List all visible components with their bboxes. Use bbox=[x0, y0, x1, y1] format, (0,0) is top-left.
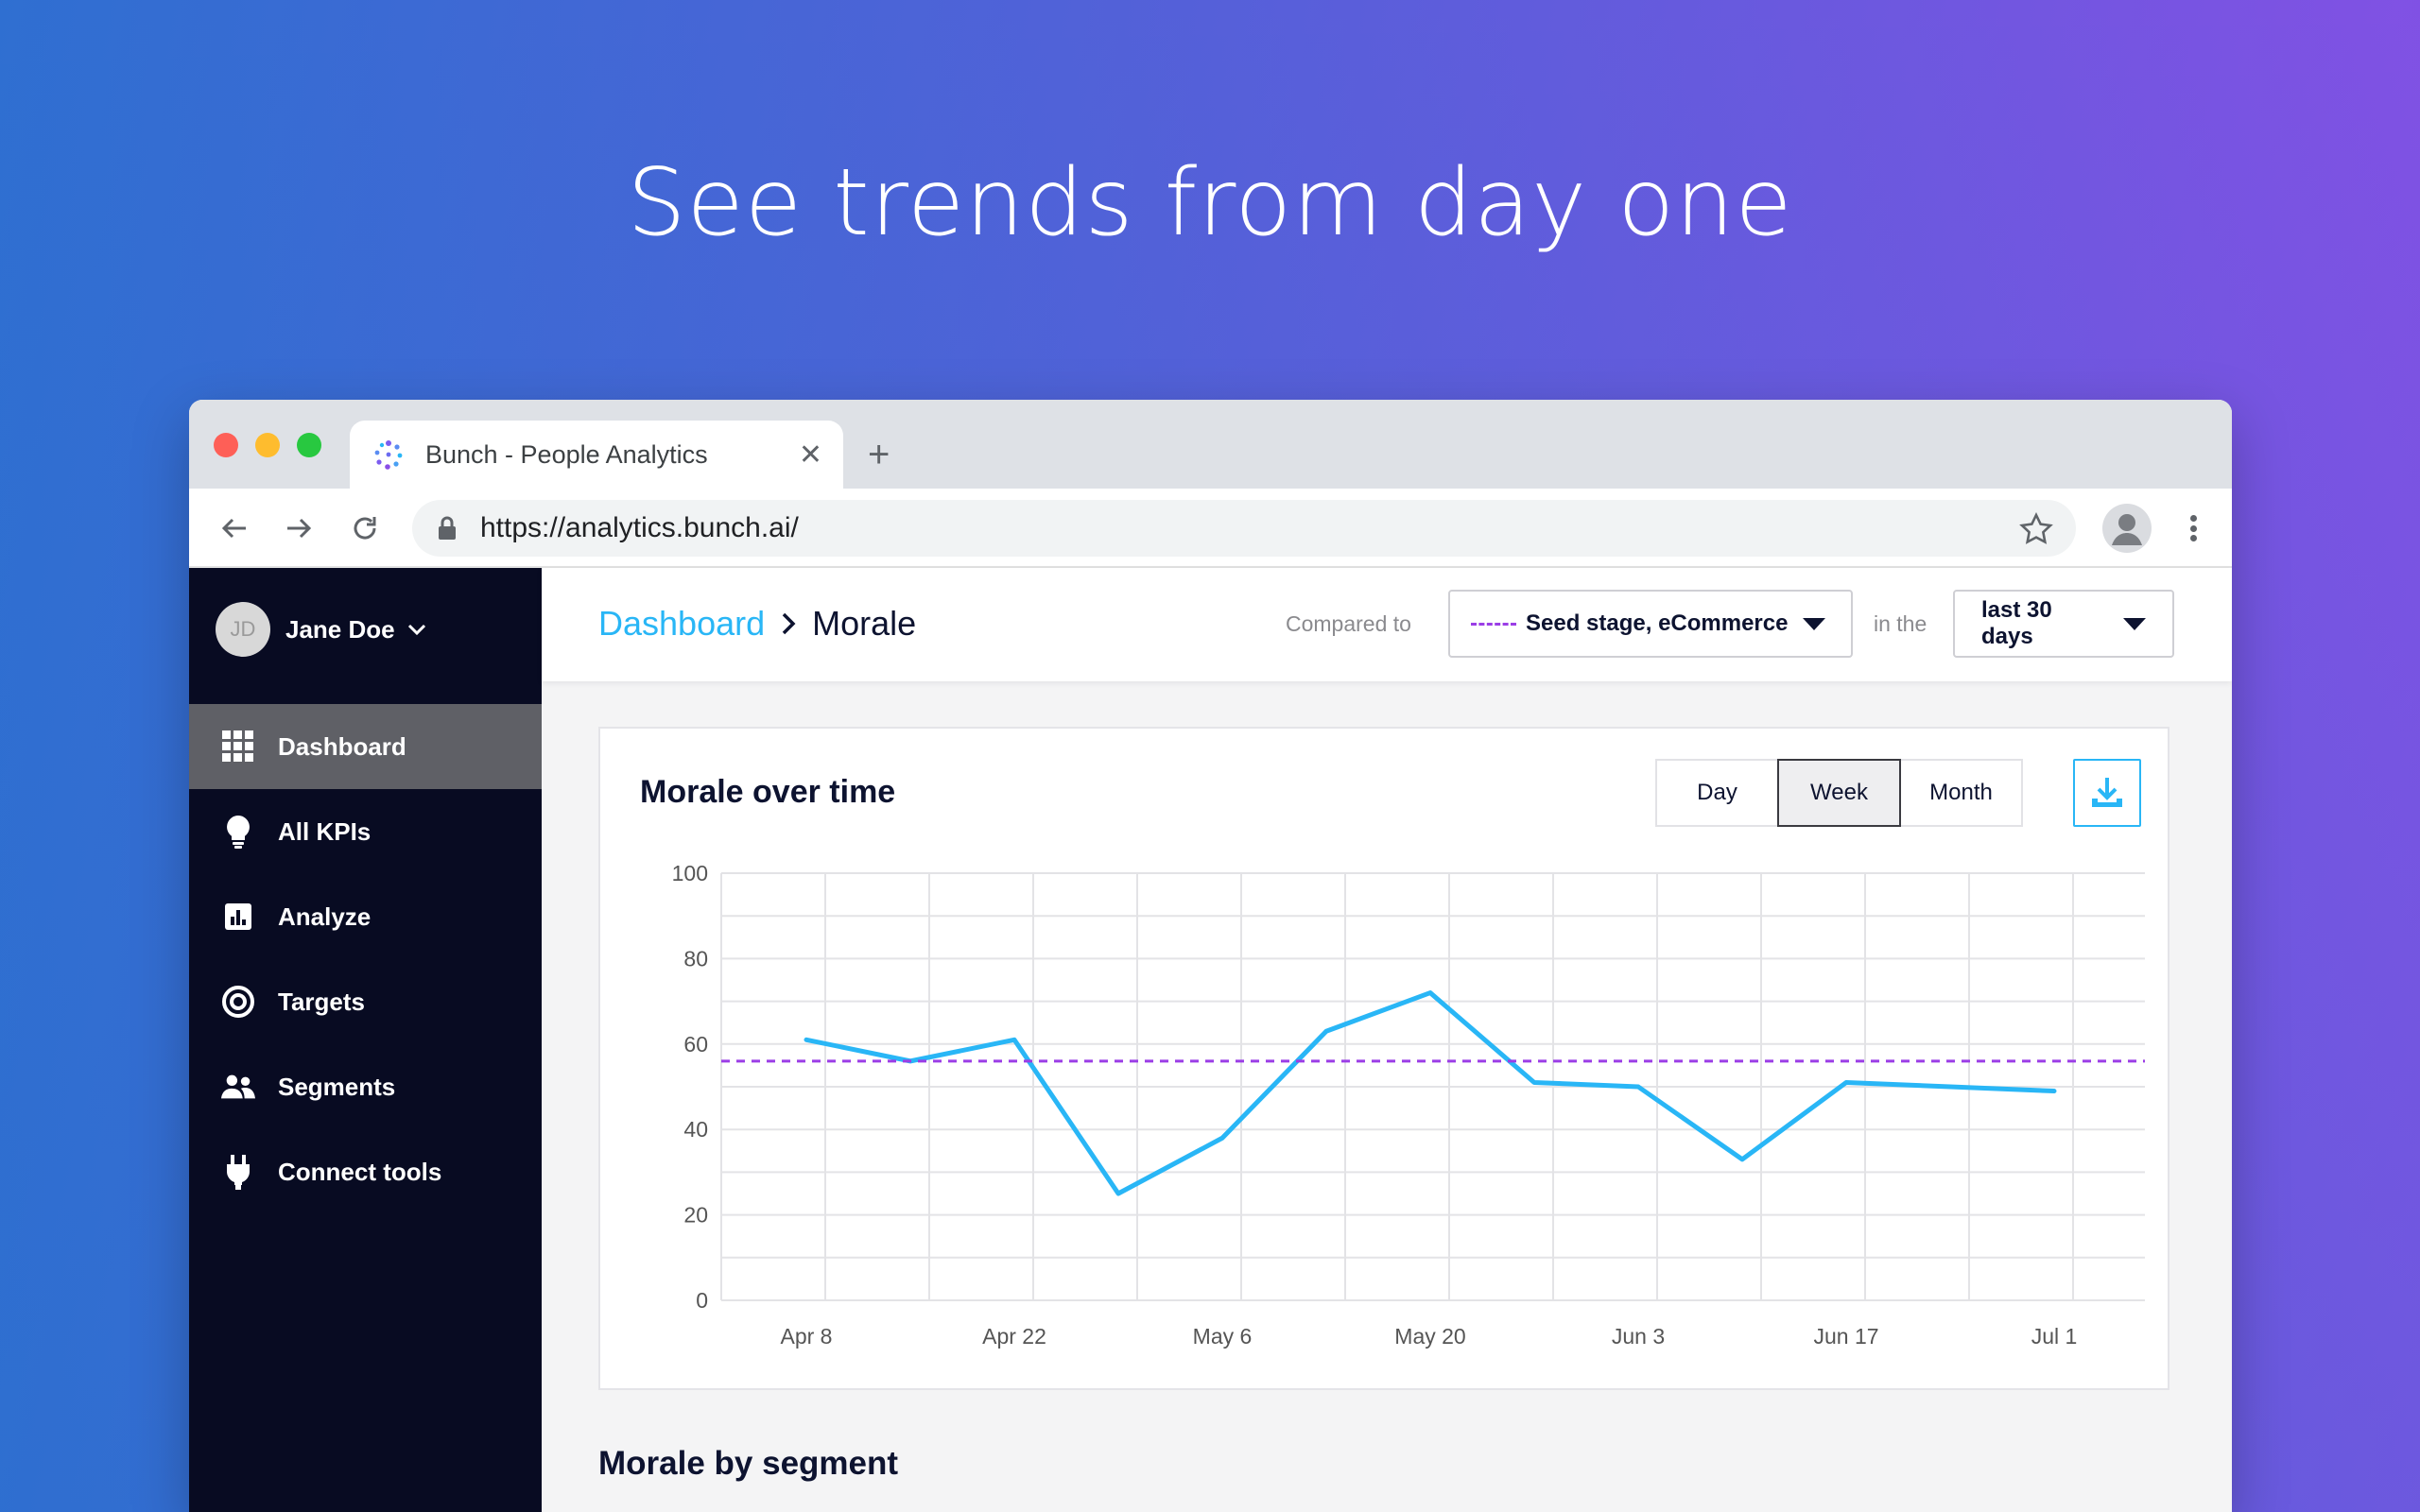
sidebar-item-label: Analyze bbox=[278, 902, 372, 931]
sidebar-item-connect-tools[interactable]: Connect tools bbox=[189, 1129, 542, 1214]
forward-arrow-icon[interactable] bbox=[278, 507, 320, 549]
x-tick-label: Jul 1 bbox=[2031, 1324, 2078, 1349]
y-tick-label: 60 bbox=[683, 1032, 708, 1057]
close-window-button[interactable] bbox=[214, 433, 238, 457]
y-tick-label: 100 bbox=[672, 861, 708, 885]
main-content: Dashboard Morale Compared to Seed stage,… bbox=[542, 568, 2232, 1512]
x-tick-label: Jun 17 bbox=[1813, 1324, 1878, 1349]
x-tick-label: May 20 bbox=[1394, 1324, 1465, 1349]
period-dropdown[interactable]: last 30 days bbox=[1953, 590, 2174, 658]
data-point bbox=[1325, 1030, 1327, 1033]
x-tick-label: Jun 3 bbox=[1612, 1324, 1665, 1349]
sidebar-item-label: Targets bbox=[278, 987, 365, 1016]
download-icon bbox=[2092, 778, 2122, 807]
sidebar-item-label: All KPIs bbox=[278, 816, 372, 846]
breadcrumb-dashboard-link[interactable]: Dashboard bbox=[598, 604, 766, 643]
data-point bbox=[2053, 1090, 2055, 1092]
data-point bbox=[1221, 1137, 1223, 1140]
data-point bbox=[1949, 1086, 1951, 1088]
sidebar-nav: Dashboard All KPIs Analyze Targets bbox=[189, 704, 542, 1214]
sidebar-item-analyze[interactable]: Analyze bbox=[189, 874, 542, 959]
reload-icon[interactable] bbox=[344, 507, 386, 549]
maximize-window-button[interactable] bbox=[297, 433, 321, 457]
tab-title: Bunch - People Analytics bbox=[425, 439, 708, 469]
url-text: https://analytics.bunch.ai/ bbox=[480, 512, 799, 543]
minimize-window-button[interactable] bbox=[255, 433, 280, 457]
browser-menu-icon[interactable] bbox=[2184, 507, 2203, 549]
morale-line-chart: 0 20 40 60 80 100 Apr 8 Apr 22 May 6 May 20 Jun 3 J… bbox=[672, 861, 2145, 1349]
morale-chart-card: Morale over time Day Week Month 0 20 40 60 8… bbox=[598, 727, 2169, 1390]
back-arrow-icon[interactable] bbox=[214, 507, 255, 549]
sidebar-item-label: Segments bbox=[278, 1072, 396, 1101]
data-point bbox=[1845, 1081, 1847, 1084]
data-point bbox=[1429, 991, 1431, 994]
week-button[interactable]: Week bbox=[1777, 759, 1901, 827]
people-icon bbox=[221, 1070, 255, 1104]
bar-chart-icon bbox=[221, 900, 255, 934]
caret-down-icon bbox=[1803, 617, 1826, 630]
sidebar-item-targets[interactable]: Targets bbox=[189, 959, 542, 1044]
month-button[interactable]: Month bbox=[1899, 759, 2023, 827]
y-tick-label: 80 bbox=[683, 946, 708, 971]
tab-close-icon[interactable]: ✕ bbox=[798, 438, 822, 471]
comparison-value: Seed stage, eCommerce bbox=[1526, 610, 1789, 636]
new-tab-icon[interactable]: + bbox=[868, 434, 890, 475]
data-point bbox=[1013, 1039, 1015, 1041]
sidebar-item-label: Connect tools bbox=[278, 1157, 442, 1186]
bookmark-star-icon[interactable] bbox=[2019, 512, 2053, 546]
headline: See trends from day one bbox=[627, 149, 1793, 257]
plug-icon bbox=[221, 1155, 255, 1190]
tab-strip: Bunch - People Analytics ✕ + bbox=[189, 400, 2232, 489]
x-tick-label: May 6 bbox=[1193, 1324, 1253, 1349]
y-tick-label: 20 bbox=[683, 1203, 708, 1228]
sidebar-item-segments[interactable]: Segments bbox=[189, 1044, 542, 1129]
comparison-dropdown[interactable]: Seed stage, eCommerce bbox=[1448, 590, 1853, 658]
data-point bbox=[1741, 1158, 1743, 1160]
compared-to-label: Compared to bbox=[1286, 611, 1411, 636]
chevron-down-icon bbox=[407, 624, 425, 636]
in-the-label: in the bbox=[1874, 611, 1927, 636]
chart-title: Morale over time bbox=[640, 774, 896, 810]
lightbulb-icon bbox=[221, 815, 255, 849]
page-header: Dashboard Morale Compared to Seed stage,… bbox=[542, 568, 2232, 681]
avatar: JD bbox=[216, 602, 270, 657]
morale-series-line bbox=[804, 990, 2057, 1196]
page-title: Morale bbox=[812, 604, 917, 643]
browser-toolbar: https://analytics.bunch.ai/ bbox=[189, 489, 2232, 568]
grid-icon bbox=[221, 730, 255, 764]
data-point bbox=[1637, 1086, 1639, 1088]
data-point bbox=[1117, 1193, 1119, 1194]
chevron-right-icon bbox=[782, 612, 796, 635]
target-icon bbox=[221, 985, 255, 1019]
sidebar-item-label: Dashboard bbox=[278, 731, 406, 761]
sidebar-item-all-kpis[interactable]: All KPIs bbox=[189, 789, 542, 874]
bunch-logo-icon bbox=[374, 440, 403, 470]
address-bar[interactable]: https://analytics.bunch.ai/ bbox=[412, 500, 2076, 557]
breadcrumb: Dashboard Morale bbox=[598, 604, 916, 644]
day-button[interactable]: Day bbox=[1655, 759, 1779, 827]
browser-window: Bunch - People Analytics ✕ + https://ana… bbox=[189, 400, 2232, 1512]
section-title: Morale by segment bbox=[598, 1445, 899, 1482]
caret-down-icon bbox=[2123, 617, 2146, 630]
profile-icon[interactable] bbox=[2102, 504, 2152, 553]
browser-tab[interactable]: Bunch - People Analytics ✕ bbox=[350, 421, 843, 489]
sidebar: JD Jane Doe Dashboard All KPIs bbox=[189, 568, 542, 1512]
period-value: last 30 days bbox=[1981, 597, 2052, 649]
x-tick-label: Apr 22 bbox=[982, 1324, 1046, 1349]
sidebar-item-dashboard[interactable]: Dashboard bbox=[189, 704, 542, 789]
y-tick-label: 40 bbox=[683, 1117, 708, 1142]
data-point bbox=[1533, 1081, 1535, 1084]
y-tick-label: 0 bbox=[696, 1288, 708, 1313]
lock-icon bbox=[439, 516, 456, 540]
user-menu[interactable]: JD Jane Doe bbox=[216, 602, 427, 657]
user-name: Jane Doe bbox=[285, 614, 395, 644]
benchmark-legend-line bbox=[1471, 622, 1516, 626]
granularity-toggle: Day Week Month bbox=[1655, 759, 2023, 827]
x-tick-label: Apr 8 bbox=[781, 1324, 833, 1349]
download-button[interactable] bbox=[2073, 759, 2141, 827]
data-point bbox=[805, 1039, 807, 1041]
